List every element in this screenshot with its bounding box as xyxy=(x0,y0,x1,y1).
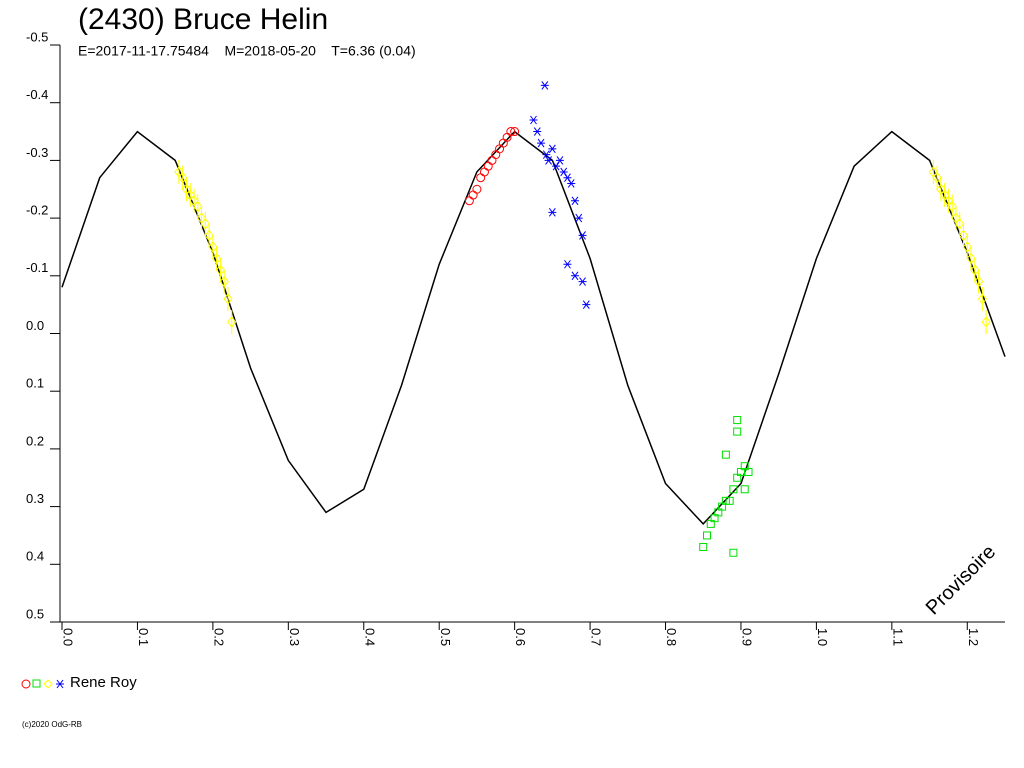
x-tick-label: 0.6 xyxy=(513,628,528,646)
data-point xyxy=(495,144,505,154)
data-point xyxy=(567,179,576,188)
data-point xyxy=(548,144,557,154)
data-point xyxy=(223,286,233,311)
data-point xyxy=(977,286,988,311)
data-point xyxy=(970,258,980,283)
data-point xyxy=(703,531,712,540)
data-point xyxy=(548,208,557,217)
x-tick-label: 1.2 xyxy=(966,628,981,646)
legend-symbol xyxy=(43,679,53,689)
data-point xyxy=(227,309,237,334)
watermark: Provisoire xyxy=(922,541,1000,619)
legend-symbol xyxy=(56,679,64,689)
data-point xyxy=(464,196,474,206)
data-point xyxy=(932,165,942,190)
y-tick-label: 0.2 xyxy=(26,433,44,448)
data-point xyxy=(510,127,520,137)
x-tick-label: 0.8 xyxy=(664,628,679,646)
data-point xyxy=(540,81,549,90)
data-point xyxy=(542,150,551,159)
x-tick-label: 0.9 xyxy=(740,628,755,646)
data-point xyxy=(563,259,572,269)
data-point xyxy=(559,167,568,177)
data-point xyxy=(468,190,478,200)
data-point xyxy=(725,496,734,505)
data-point xyxy=(966,246,976,271)
data-point xyxy=(193,194,203,219)
data-point xyxy=(472,184,482,194)
data-point xyxy=(533,127,542,136)
data-point xyxy=(699,542,708,551)
data-point xyxy=(537,138,546,148)
data-point xyxy=(973,269,984,294)
data-point xyxy=(721,450,730,459)
data-point xyxy=(744,467,753,476)
data-point xyxy=(212,246,222,271)
y-tick-label: 0.3 xyxy=(26,491,44,506)
data-point xyxy=(479,167,489,177)
data-point xyxy=(962,234,972,259)
y-tick-label: 0.4 xyxy=(26,549,44,564)
data-point xyxy=(476,173,486,183)
legend-label: Rene Roy xyxy=(70,674,137,691)
data-point xyxy=(570,196,579,206)
data-point xyxy=(178,165,188,190)
y-tick-label: -0.1 xyxy=(26,260,48,275)
data-point xyxy=(740,485,749,494)
data-point xyxy=(483,161,493,171)
data-point xyxy=(981,309,991,334)
y-tick-label: 0.0 xyxy=(26,318,44,333)
x-tick-label: 1.0 xyxy=(815,628,830,646)
data-point xyxy=(733,416,742,425)
data-point xyxy=(733,427,742,436)
data-point xyxy=(200,211,210,236)
x-tick-label: 0.7 xyxy=(589,628,604,646)
data-point xyxy=(582,300,591,309)
y-tick-label: 0.1 xyxy=(26,376,44,391)
data-point xyxy=(506,127,516,137)
chart-title: (2430) Bruce Helin xyxy=(78,3,328,36)
data-point xyxy=(574,213,583,223)
data-point xyxy=(555,156,564,165)
x-tick-label: 1.1 xyxy=(890,628,905,646)
footer: (c)2020 OdG-RB xyxy=(22,720,82,729)
y-tick-label: -0.4 xyxy=(26,87,48,102)
x-tick-label: 0.2 xyxy=(211,628,226,646)
data-point xyxy=(563,173,572,183)
data-point xyxy=(955,211,965,236)
data-point xyxy=(729,548,738,557)
y-tick-label: 0.5 xyxy=(26,606,44,621)
data-point xyxy=(219,269,229,294)
data-point xyxy=(215,258,226,283)
data-point xyxy=(578,231,587,240)
data-point xyxy=(570,271,579,281)
y-tick-label: -0.3 xyxy=(26,145,48,160)
data-point xyxy=(578,277,587,286)
legend-symbol xyxy=(32,679,41,688)
data-point xyxy=(204,223,214,248)
data-point xyxy=(544,156,553,165)
data-point xyxy=(958,223,969,248)
data-point xyxy=(729,485,738,494)
chart-subtitle: E=2017-11-17.75484 M=2018-05-20 T=6.36 (… xyxy=(78,43,416,59)
fit-curve xyxy=(61,130,1006,525)
x-tick-label: 0.0 xyxy=(61,628,76,646)
legend-symbol xyxy=(21,679,31,689)
y-tick-label: -0.2 xyxy=(26,203,48,218)
data-point xyxy=(487,155,497,165)
x-tick-label: 0.4 xyxy=(362,628,377,646)
data-point xyxy=(208,234,218,259)
x-tick-label: 0.1 xyxy=(136,628,151,646)
x-tick-label: 0.3 xyxy=(287,628,302,646)
data-point xyxy=(529,115,538,125)
x-tick-label: 0.5 xyxy=(438,628,453,646)
data-point xyxy=(947,194,957,219)
y-tick-label: -0.5 xyxy=(26,29,48,44)
